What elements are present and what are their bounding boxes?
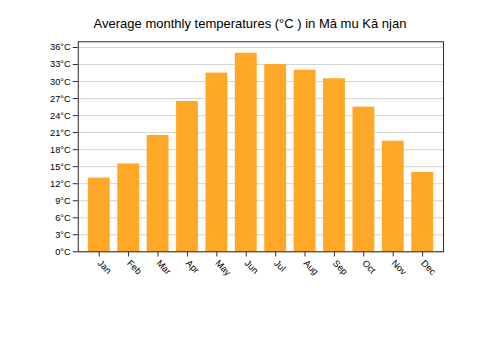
html-text:Average monthly temperatures (: Average monthly temperatures (°C ) in Mā… [93, 16, 407, 31]
svg-text:33°C: 33°C [50, 59, 71, 69]
svg-text:36°C: 36°C [50, 42, 71, 52]
svg-text:3°C: 3°C [55, 230, 71, 240]
svg-text:27°C: 27°C [50, 94, 71, 104]
svg-text:Apr: Apr [184, 258, 201, 275]
svg-text:Oct: Oct [360, 258, 378, 276]
svg-text:Sep: Sep [331, 258, 350, 277]
svg-text:24°C: 24°C [50, 111, 71, 121]
svg-text:May: May [213, 258, 233, 278]
svg-text:12°C: 12°C [50, 179, 71, 189]
svg-text:9°C: 9°C [55, 196, 71, 206]
svg-text:Jul: Jul [272, 258, 287, 273]
svg-text:Feb: Feb [125, 258, 143, 276]
svg-text:6°C: 6°C [55, 213, 71, 223]
svg-text:15°C: 15°C [50, 162, 71, 172]
svg-text:Jun: Jun [243, 258, 261, 276]
svg-text:Dec: Dec [419, 258, 438, 277]
svg-text:21°C: 21°C [50, 128, 71, 138]
svg-text:Jan: Jan [96, 258, 114, 276]
svg-text:Mar: Mar [155, 258, 173, 276]
svg-text:0°C: 0°C [55, 247, 71, 257]
svg-text:18°C: 18°C [50, 145, 71, 155]
svg-text:Nov: Nov [390, 258, 409, 277]
svg-text:Aug: Aug [302, 258, 321, 277]
svg-text:30°C: 30°C [50, 77, 71, 87]
